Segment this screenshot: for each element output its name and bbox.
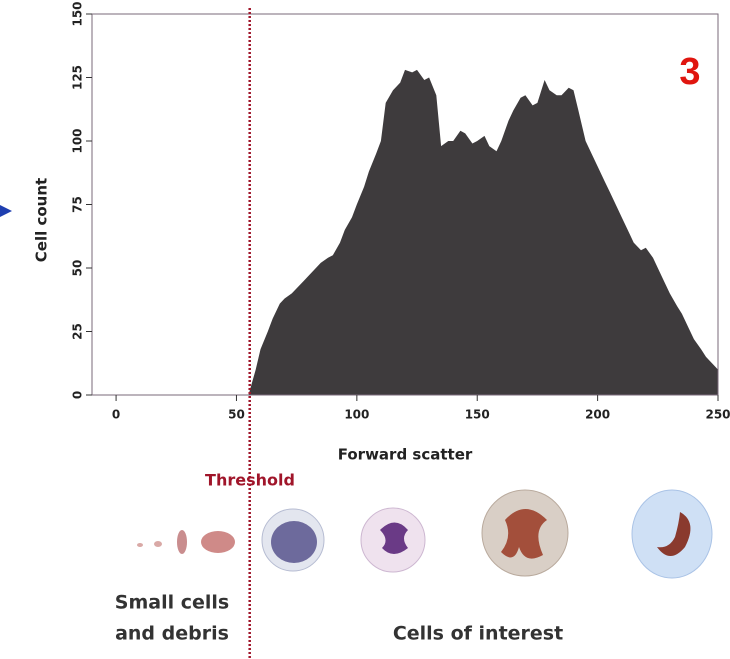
group-label: and debris [115, 623, 229, 645]
x-axis-label: Forward scatter [338, 446, 473, 464]
histogram-area [248, 69, 718, 396]
arrow-icon [0, 205, 12, 217]
y-tick-label: 50 [71, 260, 85, 277]
panel-number: 3 [679, 51, 700, 93]
y-tick-label: 0 [71, 391, 85, 399]
y-axis-label: Cell count [33, 178, 51, 262]
x-tick-label: 50 [228, 408, 245, 422]
y-tick-label: 100 [71, 128, 85, 153]
x-tick-label: 100 [344, 408, 369, 422]
y-tick-label: 25 [71, 323, 85, 340]
x-tick-label: 200 [585, 408, 610, 422]
x-tick-label: 150 [465, 408, 490, 422]
y-tick-label: 125 [71, 65, 85, 90]
group-label: Small cells [115, 592, 229, 614]
y-tick-label: 150 [71, 1, 85, 26]
x-tick-label: 250 [705, 408, 730, 422]
cell-illustrations [137, 489, 713, 579]
group-label: Cells of interest [393, 623, 563, 645]
y-tick-label: 75 [71, 196, 85, 213]
x-tick-label: 0 [112, 408, 120, 422]
